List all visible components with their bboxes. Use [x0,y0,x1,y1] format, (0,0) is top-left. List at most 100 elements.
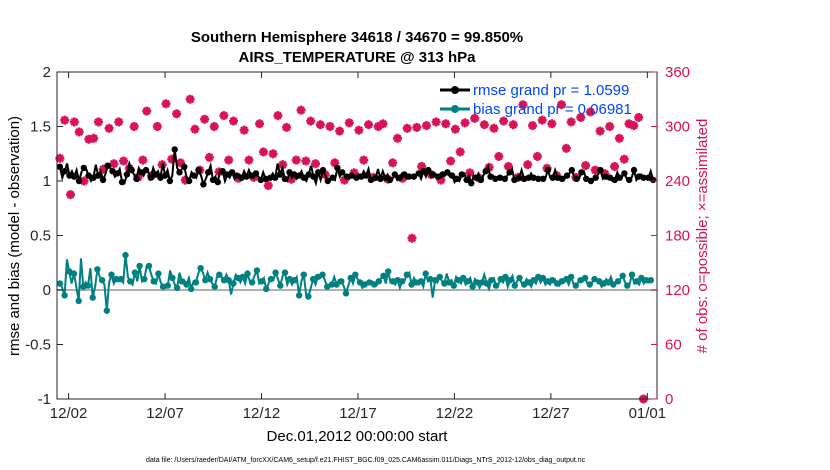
rmse-point [128,166,135,174]
bias-point [380,272,387,279]
x-tick-label: 12/12 [243,405,281,422]
obs-point [315,120,325,130]
rmse-point [114,170,121,177]
rmse-point [367,176,375,184]
rmse-point [252,170,260,177]
bias-point [502,273,509,281]
obs-point [335,126,345,136]
bias-point [183,281,190,288]
obs-point [311,159,321,169]
obs-point [224,155,234,165]
y-right-tick-label: 300 [665,119,690,136]
obs-point [614,133,624,143]
bias-point [581,274,589,282]
rmse-point [61,168,68,175]
rmse-point [396,174,403,181]
rmse-point [559,175,566,182]
obs-point [239,125,249,135]
data-file-footer: data file: /Users/raeder/DAI/ATM_forcXX/… [146,457,586,464]
rmse-point [530,174,537,181]
obs-point [634,112,644,122]
bias-point [84,282,92,289]
obs-point [557,100,567,110]
rmse-point [410,173,418,180]
obs-point [489,123,499,133]
rmse-point [161,172,169,179]
y-left-tick-label: -0.5 [25,337,51,354]
bias-point [108,271,115,278]
bias-point [403,271,411,278]
x-tick-label: 12/17 [339,405,377,422]
bias-point [155,270,162,277]
obs-point [60,115,70,125]
bias-point [169,274,176,282]
obs-point [460,118,470,128]
obs-point [561,143,571,153]
rmse-point [501,175,508,182]
bias-point [305,293,312,300]
obs-point [89,133,99,143]
obs-point [581,161,591,171]
obs-point [109,159,119,169]
obs-point [204,152,214,162]
rmse-point [190,172,198,179]
bias-point [642,277,650,284]
obs-point [119,156,129,166]
rmse-point [233,172,241,179]
bias-point [173,284,181,291]
obs-point [508,120,518,130]
obs-point [364,120,374,130]
rmse-point [520,175,528,182]
rmse-point [138,169,145,176]
rmse-point [539,175,547,182]
bias-series [56,251,654,314]
rmse-point [343,173,351,180]
bias-point [258,278,265,285]
obs-point [412,122,422,132]
rmse-series [56,146,657,188]
bias-point [75,297,82,305]
bias-point [220,277,228,284]
obs-point [455,147,465,157]
bias-point [328,281,336,288]
obs-point [566,117,576,127]
obs-point [532,151,542,161]
rmse-point [563,172,571,179]
bias-point [628,271,636,278]
rmse-point [535,175,542,182]
obs-point [585,107,595,117]
rmse-point [200,181,207,188]
bias-point [136,262,143,270]
rmse-point [80,164,88,172]
rmse-point [472,174,480,181]
bias-point [188,285,195,293]
x-tick-label: 12/22 [436,405,474,422]
obs-point [296,105,306,115]
rmse-point [166,177,174,185]
rmse-point [592,174,599,181]
bias-point [375,278,382,285]
rmse-point [334,164,341,172]
rmse-point [602,173,609,180]
rmse-point [257,176,264,184]
rmse-point [377,175,384,182]
rmse-point [511,176,518,184]
rmse-point [635,173,642,180]
obs-point [69,117,79,127]
rmse-point [281,175,288,182]
rmse-point [649,176,657,184]
obs-point [185,94,195,104]
obs-point [354,125,364,135]
bias-point [127,278,134,285]
rmse-point [315,169,322,176]
obs-point [219,111,229,121]
rmse-point [195,166,202,174]
bias-point [98,277,106,284]
bias-point [436,273,443,281]
bias-point [614,278,622,285]
obs-point [344,118,354,128]
rmse-point [85,172,92,179]
obs-point [499,116,509,126]
rmse-point [382,174,389,181]
rmse-point [587,177,595,185]
